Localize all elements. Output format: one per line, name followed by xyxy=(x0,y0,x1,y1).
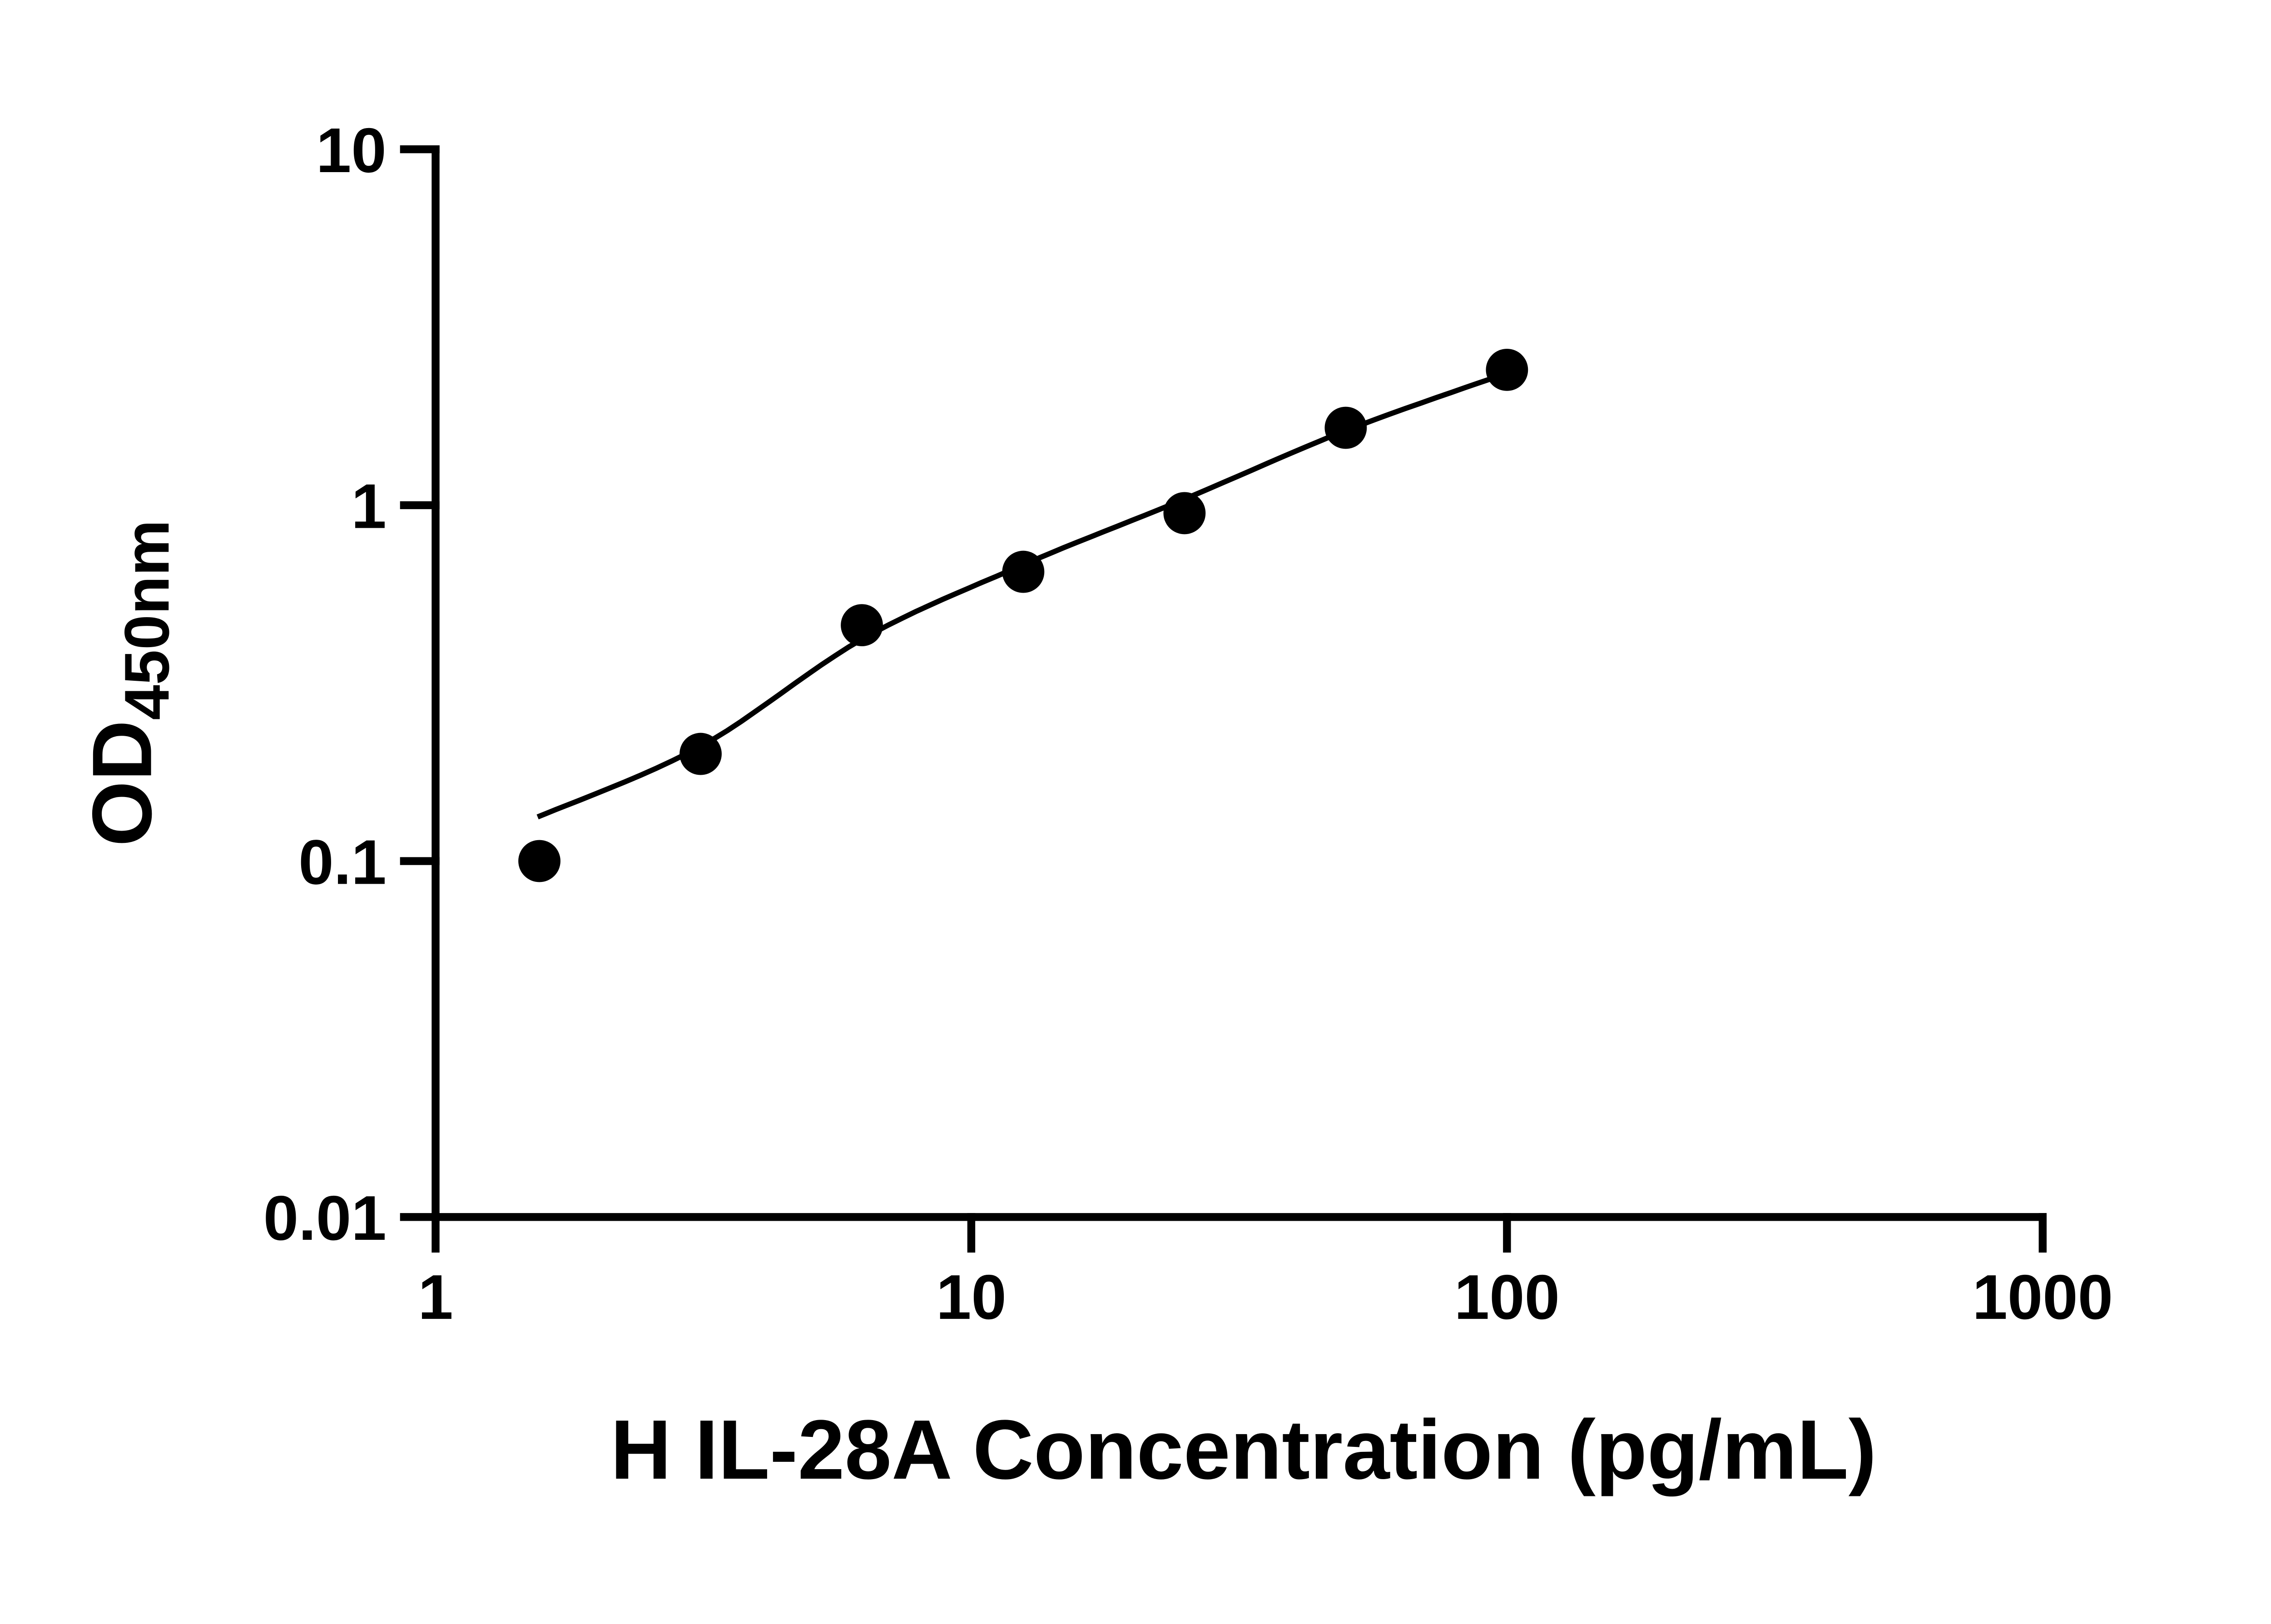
x-axis-tick-label: 10 xyxy=(936,1262,1007,1332)
x-axis-tick-label: 1 xyxy=(418,1262,453,1332)
y-axis-tick-label: 10 xyxy=(316,115,387,186)
x-axis-tick-label: 100 xyxy=(1454,1262,1560,1332)
data-point xyxy=(518,840,560,882)
x-axis-tick-label: 1000 xyxy=(1972,1262,2113,1332)
data-point xyxy=(1163,492,1206,535)
y-axis-title-subscript: 450nm xyxy=(111,520,182,720)
data-point xyxy=(841,604,883,647)
y-axis-tick-label: 1 xyxy=(351,471,386,542)
standard-curve-chart: 1 10 100 1000 0.01 0.1 1 10 H IL-28A Concentrat… xyxy=(75,114,2113,1497)
elisa-standard-curve-figure: 1 10 100 1000 0.01 0.1 1 10 H IL-28A Concentrat… xyxy=(75,114,2113,1497)
y-axis-title-base: OD xyxy=(75,720,169,847)
y-axis-tick-label: 0.1 xyxy=(298,827,387,897)
plot-layer: 1 10 100 1000 0.01 0.1 1 10 xyxy=(263,115,2113,1332)
data-point xyxy=(1324,406,1367,449)
y-axis-title: OD450nm xyxy=(75,520,183,847)
x-axis-title: H IL-28A Concentration (pg/mL) xyxy=(610,1403,1877,1497)
data-point xyxy=(679,733,722,775)
data-point xyxy=(1486,348,1528,391)
y-axis-tick-label: 0.01 xyxy=(263,1183,387,1253)
data-point xyxy=(1002,550,1045,593)
